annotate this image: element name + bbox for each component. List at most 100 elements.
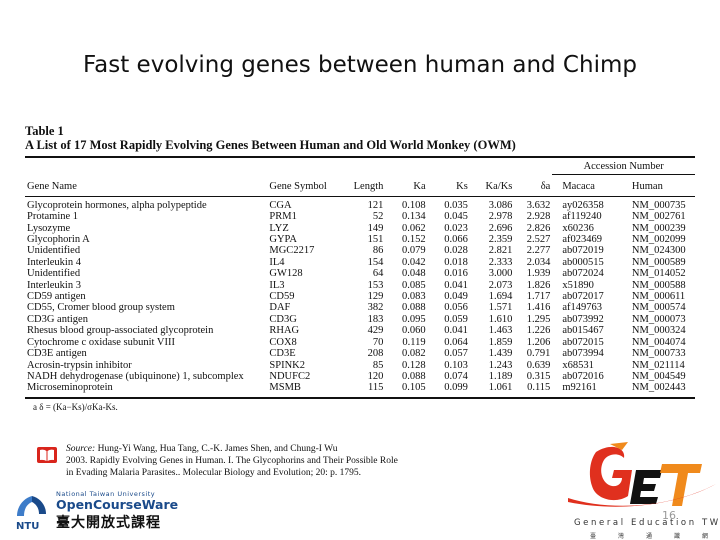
table-cell: NM_002443 (621, 382, 695, 399)
table-cell: DAF (269, 302, 291, 314)
table-cell: 0.041 (444, 279, 468, 291)
table-footnote: a δ = (Ka−Ks)/σKa-Ks. (33, 401, 118, 412)
table-cell: COX8 (269, 336, 297, 348)
table-row: Cytochrome c oxidase subunit VIII COX8 70 0… (25, 337, 695, 348)
table-cell: CD3G (269, 313, 297, 325)
slide-title: Fast evolving genes between human and Ch… (83, 52, 637, 78)
table-cell: 0.028 (444, 245, 468, 257)
table-cell: Lysozyme (27, 222, 71, 234)
table-cell: 1.295 (526, 313, 551, 325)
column-header-row: Gene Name Gene Symbol Length Ka Ks Ka/Ks δa Mac… (25, 174, 695, 197)
table-row: NADH dehydrogenase (ubiquinone) 1, subco… (25, 371, 695, 382)
table-cell: 1.859 (488, 336, 513, 348)
table-row: Microseminoprotein MSMB 115 0.105 0.099 1.061… (25, 382, 695, 399)
table-cell: 0.035 (444, 199, 468, 211)
table-cell: 154 (367, 256, 384, 268)
table-cell: NM_000073 (631, 313, 686, 325)
table-cell: GW128 (269, 268, 303, 280)
table-cell: 1.189 (488, 370, 513, 382)
table-cell: 0.018 (444, 256, 468, 268)
table-cell: 0.059 (444, 313, 468, 325)
table-cell: NM_000733 (631, 348, 686, 360)
table-cell: 1.717 (526, 291, 551, 303)
table-cell: 85 (372, 359, 384, 371)
table-cell: 0.023 (444, 222, 468, 234)
source-authors: Hung-Yi Wang, Hua Tang, C.-K. James Shen… (97, 444, 338, 454)
ntu-emblem-text: NTU (16, 521, 39, 532)
table-cell: 3.086 (488, 199, 513, 211)
table-cell: af023469 (562, 234, 602, 246)
table-cell: 2.821 (488, 245, 513, 257)
ntu-chinese-name: 臺大開放式課程 (56, 515, 161, 531)
table-cell: af149763 (562, 302, 602, 314)
table-row: Protamine 1 PRM1 52 0.134 0.045 2.978 2.928 af1… (25, 211, 695, 222)
table-row: CD55, Cromer blood group system DAF 382 0.0… (25, 302, 695, 313)
table-cell: NM_004549 (631, 370, 686, 382)
table-cell: 0.016 (444, 268, 468, 280)
table-cell: 1.571 (488, 302, 513, 314)
table-cell: ab072017 (562, 291, 604, 303)
gene-table-figure: Table 1 A List of 17 Most Rapidly Evolvi… (25, 124, 695, 412)
table-cell: 129 (367, 291, 384, 303)
column-header: Ks (427, 174, 470, 197)
table-cell: 70 (372, 336, 384, 348)
table-cell: 0.119 (402, 336, 426, 348)
table-cell: LYZ (269, 222, 289, 234)
table-cell: 183 (367, 313, 384, 325)
table-cell: 0.048 (401, 268, 426, 280)
table-cell: 1.061 (469, 382, 515, 399)
table-cell: PRM1 (269, 211, 297, 223)
table-cell: NM_021114 (631, 359, 685, 371)
table-cell: 2.978 (488, 211, 513, 223)
table-cell: 120 (367, 370, 384, 382)
table-cell: Interleukin 4 (27, 256, 81, 268)
table-row: Acrosin-trypsin inhibitor SPINK2 85 0.128 0.… (25, 360, 695, 371)
column-header: Human (621, 174, 695, 197)
table-cell: 0.103 (444, 359, 468, 371)
table-cell: 2.527 (526, 234, 551, 246)
table-cell: IL4 (269, 256, 285, 268)
table-cell: 1.694 (488, 291, 513, 303)
table-cell: CD3E (269, 348, 296, 360)
table-cell: Unidentified (27, 268, 81, 280)
table-cell: Unidentified (27, 245, 81, 257)
table-cell: 1.243 (488, 359, 513, 371)
ntu-ocw-name: OpenCourseWare (56, 497, 179, 512)
source-line-3: in Evading Malaria Parasites.. Molecular… (66, 468, 361, 478)
table-row: Unidentified GW128 64 0.048 0.016 3.000 1.939 a… (25, 268, 695, 279)
table-cell: ab073994 (562, 348, 604, 360)
table-row: Glycophorin A GYPA 151 0.152 0.066 2.359 2.527… (25, 234, 695, 245)
source-citation: Source: Hung-Yi Wang, Hua Tang, C.-K. Ja… (66, 443, 446, 479)
table-cell: 0.057 (444, 348, 468, 360)
table-cell: 0.074 (444, 370, 468, 382)
page-number: 16 (662, 509, 676, 522)
table-cell: 2.073 (488, 279, 513, 291)
table-cell: CD59 (269, 291, 295, 303)
table-cell: ab073992 (562, 313, 604, 325)
table-cell: 2.333 (488, 256, 513, 268)
table-cell: SPINK2 (269, 359, 305, 371)
table-cell: 0.088 (401, 302, 426, 314)
table-cell: 52 (372, 211, 384, 223)
table-cell: 149 (367, 222, 384, 234)
table-cell: GYPA (269, 234, 298, 246)
table-row: Lysozyme LYZ 149 0.062 0.023 2.696 2.826 x60236… (25, 223, 695, 234)
column-header: Gene Name (25, 174, 268, 197)
table-cell: ab072024 (562, 268, 604, 280)
table-cell: 0.079 (401, 245, 426, 257)
table-cell: 153 (367, 279, 384, 291)
column-header: Gene Symbol (267, 174, 343, 197)
table-cell: 0.108 (401, 199, 426, 211)
table-row: Unidentified MGC2217 86 0.079 0.028 2.821 2.27… (25, 245, 695, 256)
table-cell: NM_000735 (631, 199, 686, 211)
gene-rows: Glycoprotein hormones, alpha polypeptide… (25, 196, 695, 399)
table-cell: CD3G antigen (27, 313, 88, 325)
table-cell: 1.463 (488, 325, 513, 337)
ntu-ocw-logo: NTU National Taiwan University OpenCours… (12, 490, 178, 534)
table-cell: IL3 (269, 279, 285, 291)
table-cell: 208 (367, 348, 384, 360)
gene-table: Accession Number Gene Name Gene Symbol Len… (25, 158, 695, 399)
table-cell: 0.042 (401, 256, 426, 268)
table-row: Interleukin 3 IL3 153 0.085 0.041 2.073 1.826 x… (25, 280, 695, 291)
table-cell: 86 (372, 245, 384, 257)
